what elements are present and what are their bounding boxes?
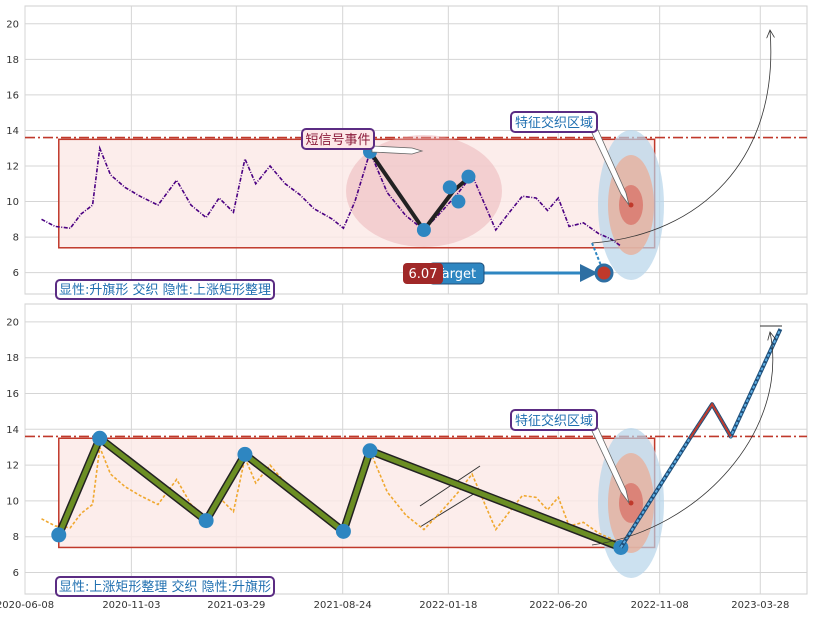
top-curved-arrow [591,30,771,244]
bottom-channel-line-2 [419,489,481,528]
top-y-tick-label: 10 [6,197,19,208]
bottom-feature-zone-box: 特征交织区域 [510,409,598,431]
bottom-y-tick-label: 12 [6,461,19,472]
top-panel-overlay: Target 6.07 短信号事件 特征交织区域 显性:升旗形 交织 隐性:上涨… [55,30,771,300]
top-pivot-point [442,180,457,195]
x-tick-label: 2022-01-18 [419,600,477,611]
top-series-1-line [368,150,474,232]
target-label: Target [435,267,476,282]
bottom-series-2-peak [689,402,732,439]
top-y-tick-label: 18 [6,55,19,66]
top-pattern-box: 显性:升旗形 交织 隐性:上涨矩形整理 [55,279,275,300]
bottom-y-tick-label: 14 [6,425,19,436]
top-pivot-point [416,223,431,237]
bottom-pattern-box: 显性:上涨矩形整理 交织 隐性:升旗形 [55,576,275,597]
top-pivot-point [461,169,476,184]
top-feature-zone-label: 特征交织区域 [515,115,593,131]
bottom-pivot-point [198,513,214,529]
bottom-pivot-point [92,430,108,446]
bottom-series-layer [41,328,783,555]
bottom-pivot-point [362,443,378,459]
bottom-pivot-point [335,523,351,539]
bottom-y-tick-label: 20 [6,317,19,328]
x-tick-label: 2023-03-28 [731,600,789,611]
top-consolidation-box [58,138,656,249]
bottom-series-2-line [619,328,782,548]
signal-event-box: 短信号事件 [301,128,375,150]
bottom-series-0-line [41,444,622,547]
top-target-marker [594,263,614,283]
x-tick-labels: 2020-06-08 2020-11-03 2021-03-29 2021-08-24… [0,600,789,611]
target-value-label: 6.07 [409,267,438,282]
top-pivot-point [451,194,466,209]
x-tick-label: 2020-06-08 [0,600,54,611]
top-y-tick-label: 12 [6,162,19,173]
bottom-feature-zone-label: 特征交织区域 [515,413,593,429]
bottom-channel-line-1 [419,465,481,507]
x-tick-label: 2021-03-29 [207,600,265,611]
top-series-layer [41,144,622,247]
x-tick-label: 2022-06-20 [529,600,587,611]
bottom-pivot-point [51,527,67,543]
x-tick-label: 2021-08-24 [314,600,372,611]
bottom-pivot-point [237,446,253,462]
top-target-zone-center [628,202,634,208]
top-y-tick-label: 20 [6,19,19,30]
top-panel-decorations [25,130,807,280]
top-y-tick-label: 14 [6,126,19,137]
top-signal-ellipse [346,135,502,247]
bottom-curved-arrow [591,332,773,546]
bottom-panel-overlay: 特征交织区域 显性:上涨矩形整理 交织 隐性:升旗形 [55,325,782,597]
bottom-pattern-label: 显性:上涨矩形整理 交织 隐性:升旗形 [59,579,271,595]
signal-event-label: 短信号事件 [305,133,370,148]
top-y-tick-label: 6 [13,268,19,279]
bottom-y-tick-label: 16 [6,389,19,400]
bottom-y-tick-label: 18 [6,353,19,364]
x-tick-label: 2020-11-03 [102,600,160,611]
top-pattern-label: 显性:升旗形 交织 隐性:上涨矩形整理 [59,282,271,298]
top-feature-zone-box: 特征交织区域 [510,111,598,133]
bottom-y-tick-label: 6 [13,568,19,579]
top-series-0-line [41,145,622,247]
x-tick-label: 2022-11-08 [631,600,689,611]
y-tick-labels: 6 8 10 12 14 16 18 20 6 8 10 12 14 16 18 20 [6,19,19,579]
bottom-target-zone-center [628,500,634,506]
top-y-tick-label: 8 [13,233,19,244]
bottom-y-tick-label: 10 [6,496,19,507]
bottom-y-tick-label: 8 [13,532,19,543]
signal-event-pointer [371,145,424,155]
target-value-box: 6.07 [403,263,443,284]
top-y-tick-label: 16 [6,90,19,101]
